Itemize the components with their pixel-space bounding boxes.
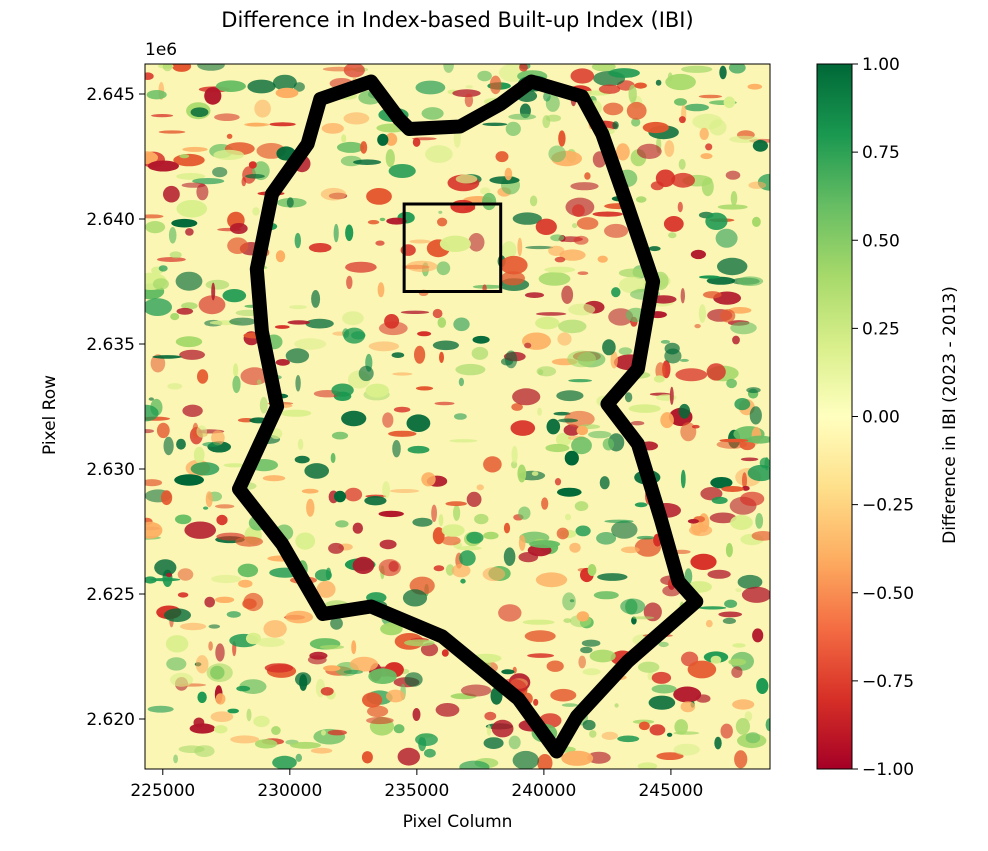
- y-tick-label: 2.620: [86, 710, 135, 730]
- x-tick-label: 230000: [257, 781, 322, 801]
- colorbar-tick-label: 0.25: [862, 319, 900, 339]
- colorbar: [816, 63, 853, 770]
- chart-title: Difference in Index-based Built-up Index…: [221, 8, 694, 32]
- colorbar-tick-label: −1.00: [862, 760, 914, 780]
- y-axis-label: Pixel Row: [40, 374, 60, 456]
- x-tick-label: 235000: [384, 781, 449, 801]
- inset-box: [402, 202, 503, 293]
- x-tick-label: 245000: [638, 781, 703, 801]
- y-offset-label: 1e6: [145, 40, 178, 60]
- colorbar-tick-label: 0.50: [862, 231, 900, 251]
- study-area-boundary: [232, 74, 704, 759]
- x-tick-label: 225000: [130, 781, 195, 801]
- y-axis: 2.620 2.625 2.630 2.635 2.640 2.645: [86, 85, 145, 730]
- y-tick-label: 2.635: [86, 335, 135, 355]
- x-tick-label: 240000: [511, 781, 576, 801]
- y-tick-label: 2.640: [86, 210, 135, 230]
- y-tick-label: 2.630: [86, 460, 135, 480]
- colorbar-tick-label: −0.50: [862, 584, 914, 604]
- colorbar-tick-label: −0.25: [862, 496, 914, 516]
- x-axis: 225000 230000 235000 240000 245000: [130, 769, 703, 801]
- plot-frame: [144, 63, 771, 770]
- colorbar-axis: 1.00 0.75 0.50 0.25 0.00 −0.25 −0.50 −0.75 −1.00: [852, 55, 914, 780]
- colorbar-tick-label: −0.75: [862, 672, 914, 692]
- x-axis-label: Pixel Column: [402, 812, 513, 832]
- y-tick-label: 2.625: [86, 585, 135, 605]
- colorbar-tick-label: 1.00: [862, 55, 900, 75]
- colorbar-tick-label: 0.75: [862, 143, 900, 163]
- y-tick-label: 2.645: [86, 85, 135, 105]
- colorbar-label: Difference in IBI (2023 - 2013): [940, 286, 960, 544]
- colorbar-tick-label: 0.00: [862, 408, 900, 428]
